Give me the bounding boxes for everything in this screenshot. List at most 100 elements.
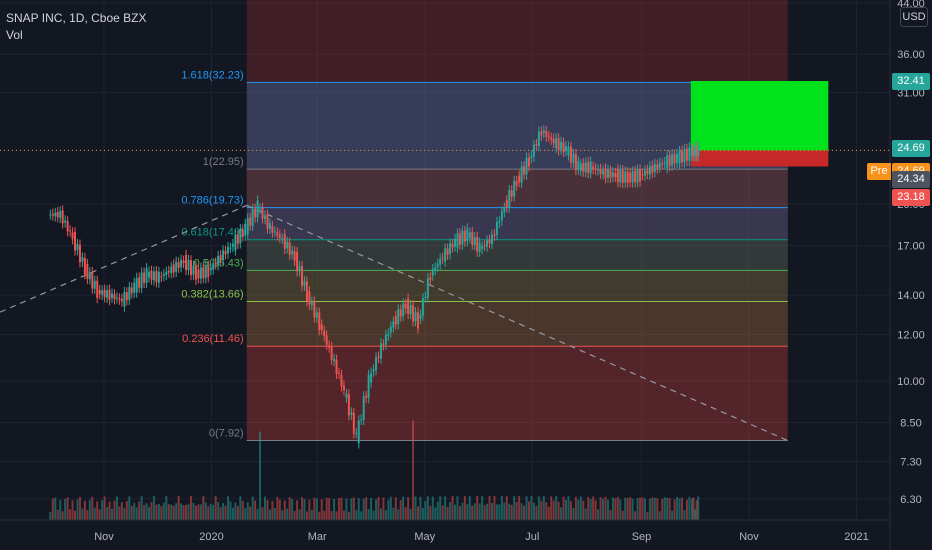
volume-bar xyxy=(375,499,378,520)
candle-body xyxy=(115,297,118,299)
volume-bar xyxy=(135,507,138,520)
candle-body xyxy=(140,272,143,288)
volume-bar xyxy=(212,504,215,520)
candle-body xyxy=(597,169,600,171)
volume-bar xyxy=(446,506,449,520)
volume-bar xyxy=(402,496,405,520)
time-tick-label: Sep xyxy=(632,531,652,543)
volume-bar xyxy=(56,509,59,520)
candle-body xyxy=(143,272,146,283)
volume-bar xyxy=(606,499,609,520)
candle-body xyxy=(345,393,348,398)
candle-body xyxy=(535,143,538,146)
volume-bar xyxy=(651,497,654,520)
candle-body xyxy=(468,232,471,239)
price-tick-label: 14.00 xyxy=(897,290,925,302)
price-tick-label: 7.30 xyxy=(900,456,921,468)
volume-bar xyxy=(180,503,183,520)
candle-body xyxy=(202,267,205,278)
volume-bar xyxy=(370,497,373,520)
candle-body xyxy=(197,269,200,279)
candle-body xyxy=(634,170,637,183)
candle-body xyxy=(458,233,461,245)
volume-bar xyxy=(634,511,637,520)
volume-bar xyxy=(636,498,639,520)
volume-bar xyxy=(264,496,267,520)
candle-body xyxy=(207,265,210,278)
candle-body xyxy=(185,254,188,271)
volume-bar xyxy=(434,507,437,520)
volume-bar xyxy=(246,502,249,520)
candle-body xyxy=(476,236,479,252)
candle-body xyxy=(276,232,279,236)
volume-bar xyxy=(641,497,644,520)
volume-bar xyxy=(616,496,619,520)
candle-body xyxy=(611,172,614,177)
candle-body xyxy=(671,154,674,166)
volume-bar xyxy=(646,511,649,520)
price-tag: 23.18 xyxy=(892,188,930,206)
fib-band xyxy=(246,207,788,240)
volume-bar xyxy=(296,500,299,520)
volume-bar xyxy=(170,504,173,520)
candle-body xyxy=(552,138,555,144)
volume-bar xyxy=(98,509,101,520)
volume-bar xyxy=(152,496,155,520)
volume-bar xyxy=(399,500,402,520)
volume-bar xyxy=(310,509,313,520)
candle-body xyxy=(91,271,94,289)
volume-bar xyxy=(229,501,232,520)
volume-bar xyxy=(594,500,597,520)
candle-body xyxy=(680,150,683,163)
candle-body xyxy=(254,208,257,218)
volume-bar xyxy=(397,509,400,520)
candle-body xyxy=(222,250,225,261)
volume-bar xyxy=(103,496,106,520)
volume-bar xyxy=(530,496,533,520)
candle-body xyxy=(478,242,481,252)
candle-body xyxy=(241,229,244,237)
volume-bar xyxy=(582,500,585,520)
volume-bar xyxy=(167,504,170,520)
candle-body xyxy=(350,412,353,415)
candle-body xyxy=(621,170,624,183)
volume-bar xyxy=(560,507,563,520)
volume-bar xyxy=(347,511,350,520)
candle-body xyxy=(56,211,59,218)
candle-body xyxy=(594,168,597,170)
candle-body xyxy=(236,234,239,244)
volume-bar xyxy=(192,502,195,520)
volume-bar xyxy=(609,509,612,520)
time-tick-label: Mar xyxy=(308,531,327,543)
candle-body xyxy=(508,190,511,208)
currency-button[interactable]: USD xyxy=(900,7,928,27)
volume-bar xyxy=(515,501,518,520)
candle-body xyxy=(483,245,486,247)
candle-body xyxy=(542,130,545,133)
candle-body xyxy=(189,260,192,276)
candle-body xyxy=(456,233,459,248)
candle-body xyxy=(424,296,427,298)
candle-body xyxy=(532,144,535,157)
volume-bar xyxy=(658,511,661,520)
volume-bar xyxy=(365,497,368,520)
volume-bar xyxy=(214,496,217,520)
volume-bar xyxy=(217,501,220,520)
candle-body xyxy=(466,228,469,242)
candle-body xyxy=(587,162,590,173)
volume-bar xyxy=(694,509,697,520)
volume-bar xyxy=(510,504,513,520)
candle-body xyxy=(130,287,133,294)
volume-bar xyxy=(355,509,358,520)
volume-bar xyxy=(584,508,587,520)
candle-body xyxy=(372,369,375,372)
volume-bar xyxy=(540,500,543,520)
fib-band xyxy=(246,270,788,302)
volume-bar xyxy=(567,496,570,520)
volume-bar xyxy=(535,506,538,520)
candle-body xyxy=(148,271,151,278)
volume-bar xyxy=(589,499,592,520)
fib-band xyxy=(246,169,788,208)
volume-bar xyxy=(367,509,370,520)
